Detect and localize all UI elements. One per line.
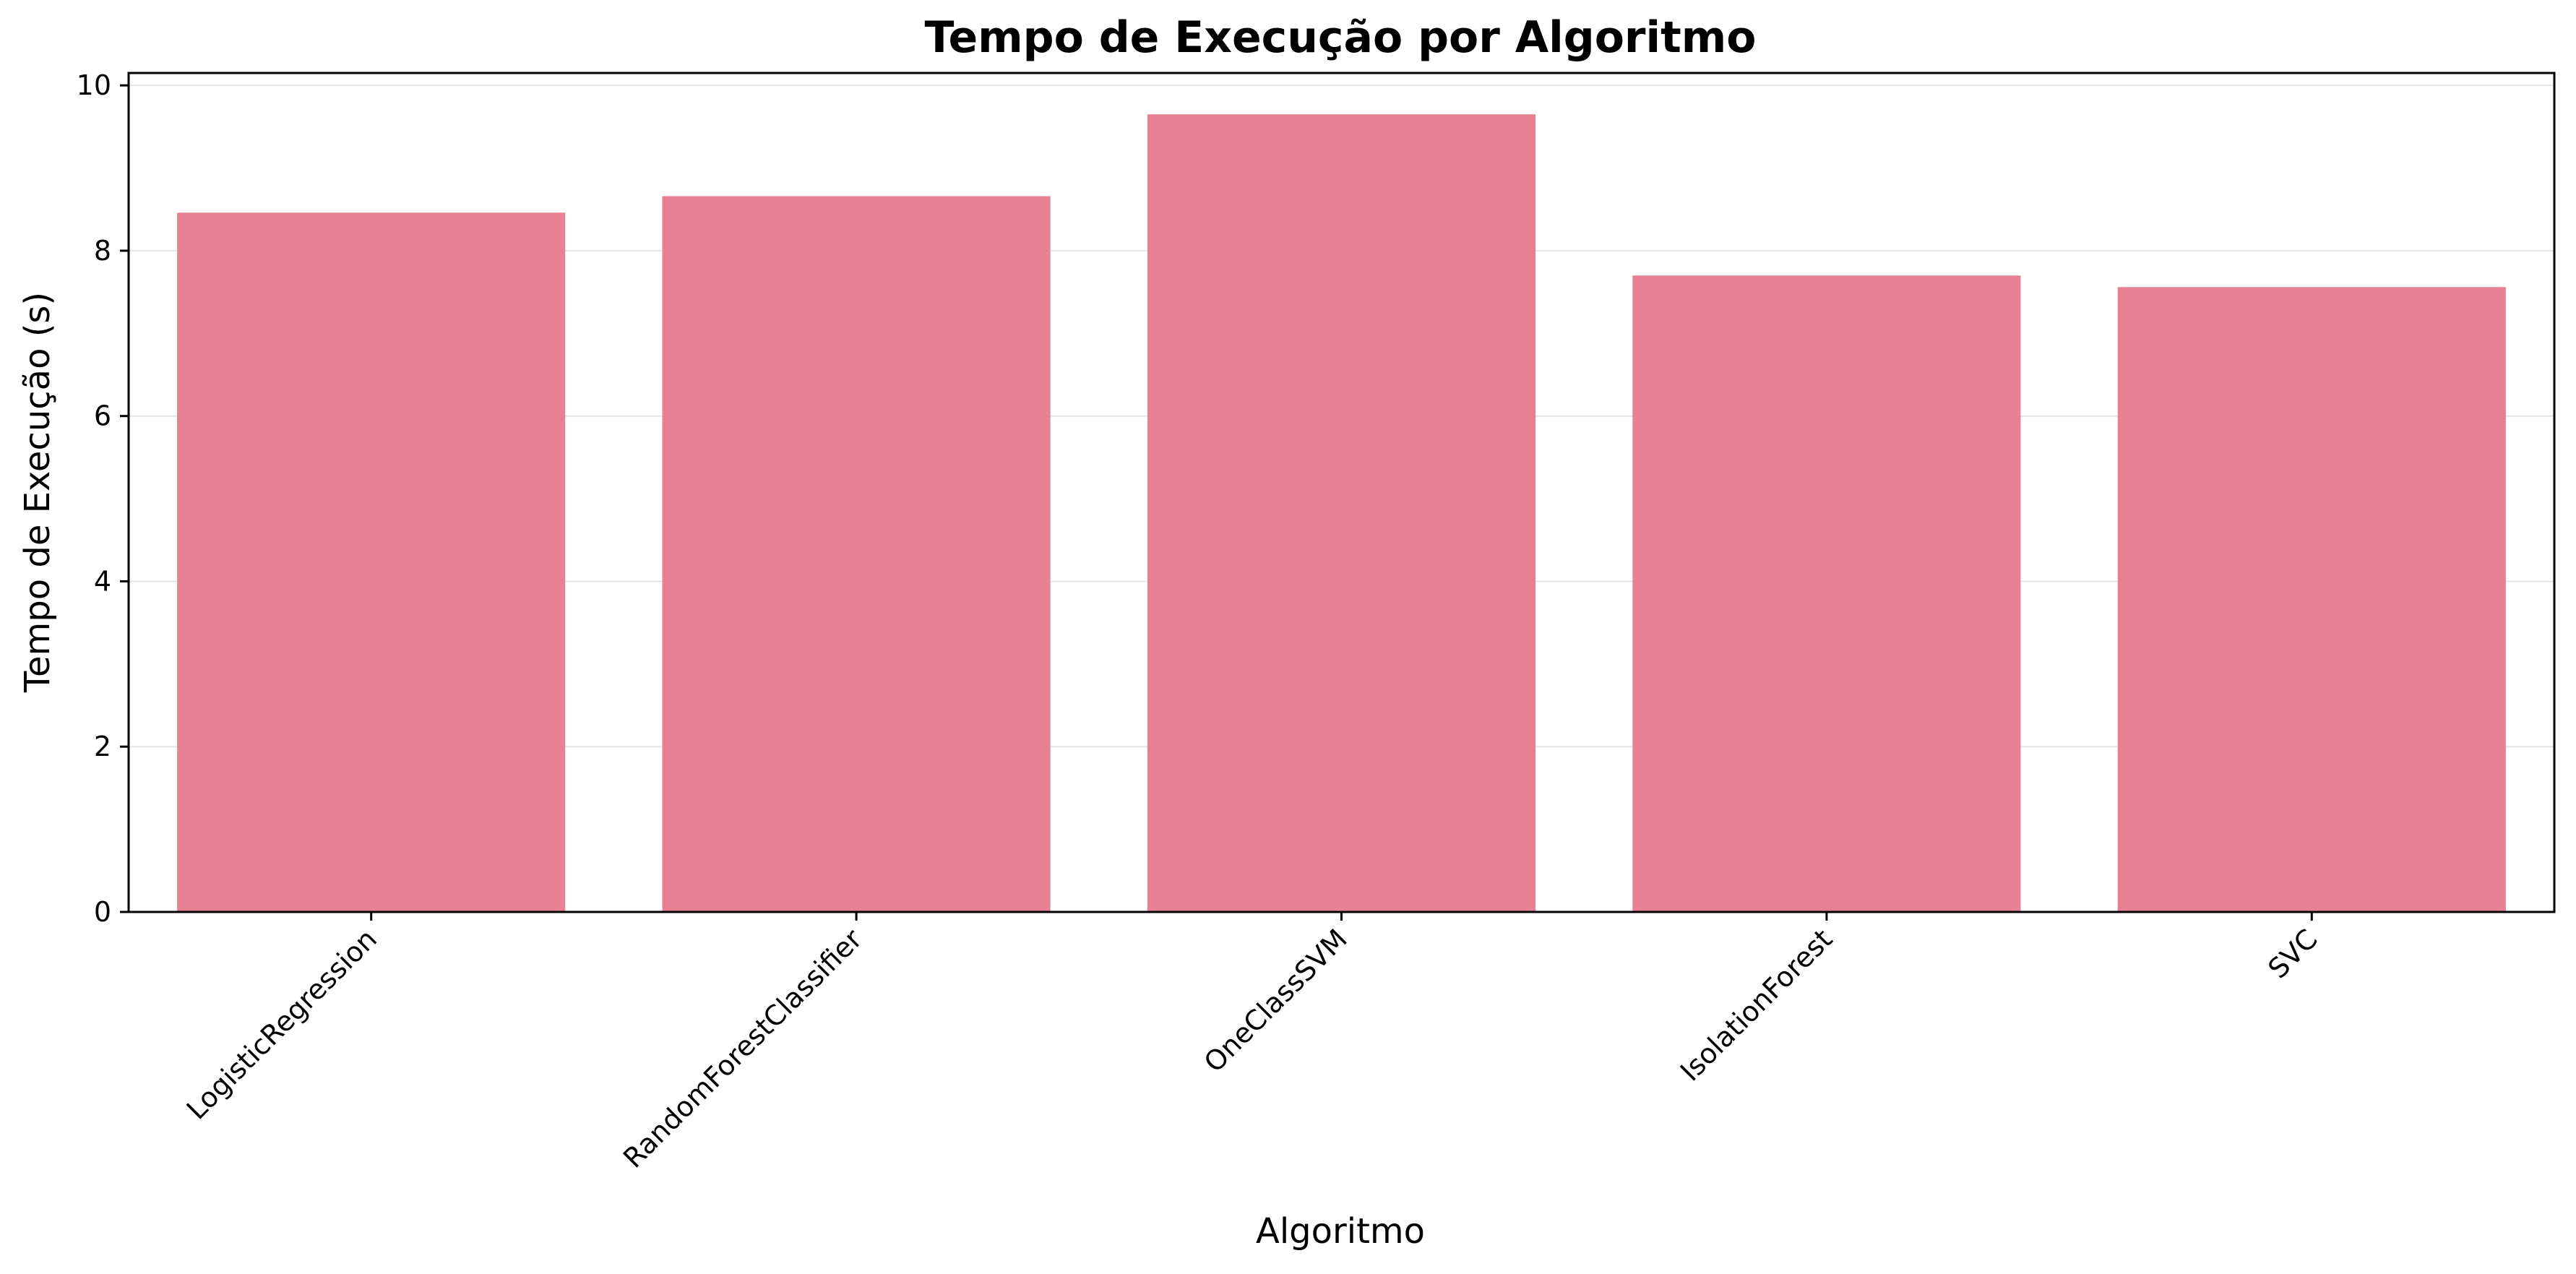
y-tick-label: 10	[77, 69, 111, 101]
y-axis-label: Tempo de Execução (s)	[17, 292, 58, 693]
y-tick-label: 2	[94, 731, 111, 762]
x-tick-label: RandomForestClassifier	[617, 923, 869, 1174]
bar-logisticregression	[177, 212, 566, 913]
y-tick-label: 0	[94, 896, 111, 928]
bar-svc	[2117, 287, 2506, 913]
chart-title: Tempo de Execução por Algoritmo	[925, 12, 1757, 63]
x-axis-ticks: LogisticRegression RandomForestClassifier…	[181, 912, 2324, 1174]
y-axis-ticks: 0 2 4 6 8 10	[77, 69, 129, 928]
x-tick-label: OneClassSVM	[1198, 923, 1353, 1078]
bars	[177, 114, 2506, 913]
y-tick-label: 4	[94, 565, 111, 597]
bar-isolationforest	[1632, 275, 2021, 912]
bar-oneclasssvm	[1147, 114, 1536, 912]
y-tick-label: 6	[94, 400, 111, 432]
x-tick-label: LogisticRegression	[181, 923, 383, 1125]
x-tick-label: SVC	[2262, 923, 2323, 984]
x-axis-label: Algoritmo	[1256, 1211, 1425, 1252]
x-tick-label: IsolationForest	[1674, 923, 1838, 1087]
y-tick-label: 8	[94, 235, 111, 267]
bar-randomforestclassifier	[662, 196, 1051, 913]
